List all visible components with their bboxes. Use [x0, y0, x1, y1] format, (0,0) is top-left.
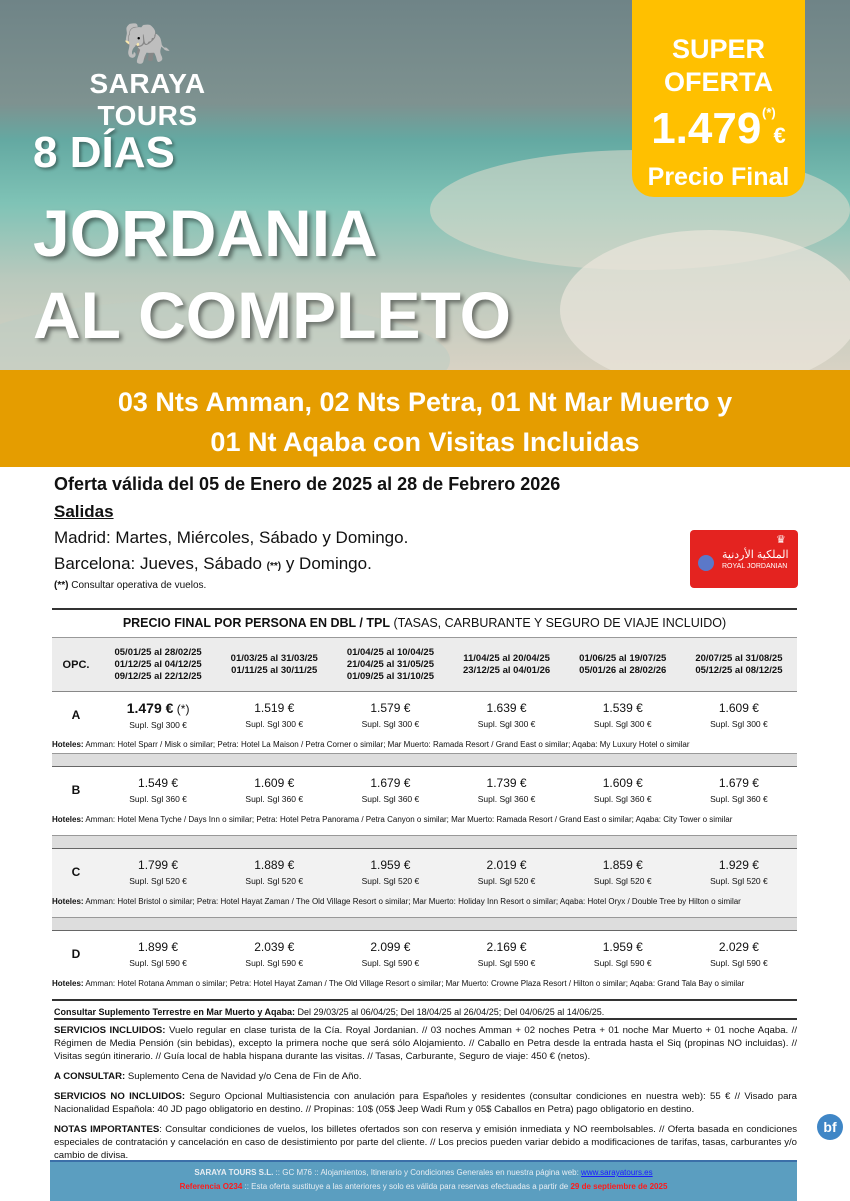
madrid-departures: Madrid: Martes, Miércoles, Sábado y Domi…	[54, 528, 409, 547]
departures-heading: Salidas	[54, 502, 114, 521]
price-cell: 1.609 € Supl. Sgl 360 €	[593, 776, 652, 804]
table-title: PRECIO FINAL POR PERSONA EN DBL / TPL (T…	[52, 610, 797, 638]
table-row: A 1.479 € (*) Supl. Sgl 300 € 1.519 € Supl. …	[52, 692, 797, 738]
row-separator	[52, 917, 797, 931]
condition-paragraph: NOTAS IMPORTANTES: Consultar condiciones…	[54, 1124, 797, 1161]
price-cell: 1.799 € Supl. Sgl 520 €	[129, 858, 187, 886]
page-title: JORDANIA AL COMPLETO	[33, 196, 511, 352]
hotels-info: Hoteles: Amman: Hotel Mena Tyche / Days …	[52, 815, 733, 824]
barcelona-departures: Barcelona: Jueves, Sábado (**) y Domingo…	[54, 554, 372, 573]
price-cell: 2.169 € Supl. Sgl 590 €	[477, 940, 536, 968]
price-cell: 1.679 € Supl. Sgl 360 €	[361, 776, 420, 804]
super-offer-badge: SUPER OFERTA (*) 1.479 € Precio Final	[632, 0, 805, 197]
flight-note: (**) Consultar operativa de vuelos.	[54, 580, 207, 591]
price-cell: 1.739 € Supl. Sgl 360 €	[477, 776, 536, 804]
table-header: OPC. 05/01/25 al 28/02/25 01/12/25 al 04/1…	[52, 638, 797, 692]
brand-logo: 🐘 SARAYA TOURS	[40, 20, 255, 132]
hotels-info: Hoteles: Amman: Hotel Rotana Amman o sim…	[52, 979, 745, 988]
validity-text: Oferta válida del 05 de Enero de 2025 al…	[54, 474, 561, 494]
condition-paragraph: SERVICIOS INCLUIDOS: Vuelo regular en cl…	[54, 1025, 798, 1062]
option-label: D	[71, 947, 81, 961]
date-range-header: 01/06/25 al 19/07/25 05/01/26 al 28/02/26	[579, 652, 667, 676]
price-cell: 1.959 € Supl. Sgl 520 €	[361, 858, 420, 886]
condition-paragraph: SERVICIOS NO INCLUIDOS: Seguro Opcional …	[54, 1091, 797, 1115]
price-cell: 1.539 € Supl. Sgl 300 €	[593, 701, 652, 729]
price-cell: 2.029 € Supl. Sgl 590 €	[710, 940, 768, 968]
table-row: B 1.549 € Supl. Sgl 360 € 1.609 € Supl. Sgl …	[52, 767, 797, 813]
supplement-note: Consultar Suplemento Terrestre en Mar Mu…	[52, 999, 797, 1023]
date-range-header: 11/04/25 al 20/04/25 23/12/25 al 04/01/26	[462, 652, 551, 676]
option-label: A	[71, 708, 81, 722]
price-cell: 1.579 € Supl. Sgl 300 €	[361, 701, 420, 729]
table-row: C 1.799 € Supl. Sgl 520 € 1.889 € Supl. Sgl …	[52, 849, 797, 895]
option-label: C	[71, 865, 81, 879]
price-cell: 1.929 € Supl. Sgl 520 €	[710, 858, 768, 886]
elephant-logo-icon: 🐘	[122, 22, 173, 66]
table-row: D 1.899 € Supl. Sgl 590 € 2.039 € Supl. Sgl …	[52, 931, 797, 977]
hotels-info: Hoteles: Amman: Hotel Sparr / Misk o sim…	[52, 740, 690, 749]
row-separator	[52, 753, 797, 767]
bf-badge-icon: bf	[817, 1114, 843, 1140]
date-range-header: 20/07/25 al 31/08/25 05/12/25 al 08/12/25	[695, 652, 783, 676]
row-separator	[52, 835, 797, 849]
price-cell: 1.959 € Supl. Sgl 590 €	[593, 940, 652, 968]
option-label: B	[71, 783, 81, 797]
date-range-header: 01/03/25 al 31/03/25 01/11/25 al 30/11/25	[230, 652, 318, 676]
price-table: PRECIO FINAL POR PERSONA EN DBL / TPL (T…	[52, 608, 797, 1023]
itinerary-banner: 03 Nts Amman, 02 Nts Petra, 01 Nt Mar Mu…	[0, 370, 850, 467]
price-cell: 1.519 € Supl. Sgl 300 €	[245, 701, 304, 729]
condition-paragraph: A CONSULTAR: Suplemento Cena de Navidad …	[54, 1071, 362, 1082]
trip-duration: 8 DÍAS	[33, 128, 175, 177]
price-cell: 2.019 € Supl. Sgl 520 €	[477, 858, 536, 886]
price-cell: 1.899 € Supl. Sgl 590 €	[129, 940, 187, 968]
crown-icon: ♛	[776, 534, 786, 546]
price-cell: 1.549 € Supl. Sgl 360 €	[129, 776, 187, 804]
globe-icon	[698, 555, 714, 571]
price-cell: 1.679 € Supl. Sgl 360 €	[710, 776, 768, 804]
footer: SARAYA TOURS S.L. :: GC M76 :: Alojamien…	[50, 1160, 797, 1201]
price-cell: 1.609 € Supl. Sgl 300 €	[710, 701, 768, 729]
price-cell: 2.099 € Supl. Sgl 590 €	[361, 940, 420, 968]
price-cell: 1.609 € Supl. Sgl 360 €	[245, 776, 304, 804]
price-cell: 1.639 € Supl. Sgl 300 €	[477, 701, 536, 729]
conditions-text: SERVICIOS INCLUIDOS: Vuelo regular en cl…	[54, 1018, 797, 1169]
hotels-info: Hoteles: Amman: Hotel Bristol o similar;…	[52, 895, 797, 917]
offer-price: 1.479 €	[651, 104, 786, 153]
price-cell: 1.889 € Supl. Sgl 520 €	[245, 858, 304, 886]
website-link[interactable]: www.sarayatours.es	[581, 1168, 653, 1177]
price-cell: 1.479 € (*) Supl. Sgl 300 €	[126, 700, 190, 730]
date-range-header: 01/04/25 al 10/04/25 21/04/25 al 31/05/25…	[346, 646, 434, 682]
royal-jordanian-logo: ♛ الملكية الأردنية ROYAL JORDANIAN	[690, 530, 798, 588]
date-range-header: 05/01/25 al 28/02/25 01/12/25 al 04/12/25…	[114, 646, 202, 682]
price-cell: 2.039 € Supl. Sgl 590 €	[245, 940, 304, 968]
price-cell: 1.859 € Supl. Sgl 520 €	[593, 858, 652, 886]
